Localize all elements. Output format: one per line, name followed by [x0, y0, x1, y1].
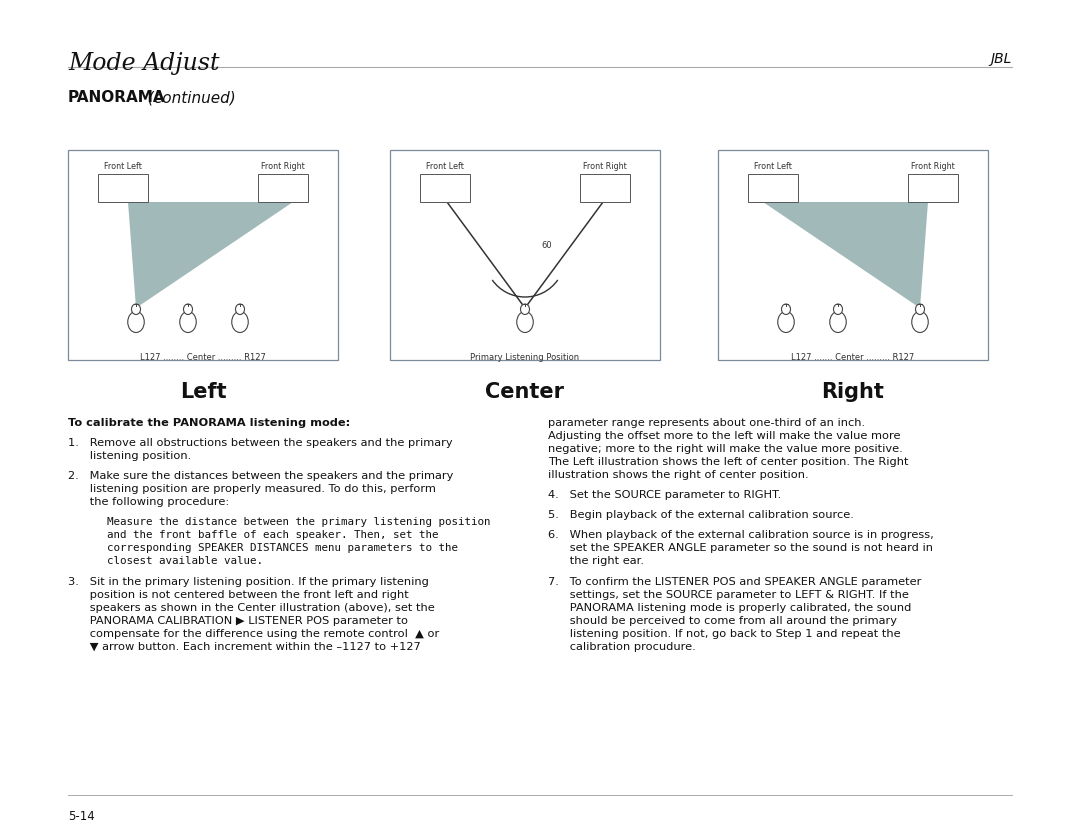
Text: listening position.: listening position. — [68, 451, 191, 461]
Text: parameter range represents about one-third of an inch.: parameter range represents about one-thi… — [548, 418, 865, 428]
Ellipse shape — [521, 304, 529, 314]
Text: PANORAMA: PANORAMA — [68, 90, 165, 105]
Text: corresponding SPEAKER DISTANCES menu parameters to the: corresponding SPEAKER DISTANCES menu par… — [68, 544, 458, 554]
Ellipse shape — [179, 312, 197, 333]
Text: JBL: JBL — [990, 52, 1012, 66]
Text: compensate for the difference using the remote control  ▲ or: compensate for the difference using the … — [68, 629, 440, 639]
Text: Right: Right — [822, 382, 885, 402]
Bar — [718, 150, 988, 360]
Text: set the SPEAKER ANGLE parameter so the sound is not heard in: set the SPEAKER ANGLE parameter so the s… — [548, 544, 933, 554]
Text: Front Left: Front Left — [427, 162, 464, 171]
Text: 5-14: 5-14 — [68, 810, 95, 823]
Text: ▼ arrow button. Each increment within the –1127 to +127: ▼ arrow button. Each increment within th… — [68, 641, 421, 651]
Text: Left: Left — [179, 382, 227, 402]
Ellipse shape — [912, 312, 928, 333]
Ellipse shape — [916, 304, 924, 314]
Bar — [98, 174, 148, 202]
Text: 6.   When playback of the external calibration source is in progress,: 6. When playback of the external calibra… — [548, 530, 934, 540]
Ellipse shape — [516, 312, 534, 333]
Bar — [748, 174, 798, 202]
Ellipse shape — [782, 304, 791, 314]
Text: Front Right: Front Right — [261, 162, 305, 171]
Text: the following procedure:: the following procedure: — [68, 497, 229, 507]
Text: 1.   Remove all obstructions between the speakers and the primary: 1. Remove all obstructions between the s… — [68, 438, 453, 448]
Text: Front Right: Front Right — [912, 162, 955, 171]
Text: 60: 60 — [541, 240, 552, 249]
Text: PANORAMA listening mode is properly calibrated, the sound: PANORAMA listening mode is properly cali… — [548, 603, 912, 613]
Ellipse shape — [235, 304, 244, 314]
Text: and the front baffle of each speaker. Then, set the: and the front baffle of each speaker. Th… — [68, 530, 438, 540]
Text: Mode Adjust: Mode Adjust — [68, 52, 219, 75]
Bar — [258, 174, 308, 202]
Text: 4.   Set the SOURCE parameter to RIGHT.: 4. Set the SOURCE parameter to RIGHT. — [548, 490, 781, 500]
Text: calibration procudure.: calibration procudure. — [548, 641, 696, 651]
Polygon shape — [762, 202, 928, 308]
Text: Front Right: Front Right — [583, 162, 626, 171]
Text: speakers as shown in the Center illustration (above), set the: speakers as shown in the Center illustra… — [68, 603, 435, 613]
Text: (continued): (continued) — [143, 90, 235, 105]
Text: the right ear.: the right ear. — [548, 556, 644, 566]
Text: PANORAMA CALIBRATION ▶ LISTENER POS parameter to: PANORAMA CALIBRATION ▶ LISTENER POS para… — [68, 615, 408, 626]
Ellipse shape — [127, 312, 145, 333]
Bar — [68, 150, 338, 360]
Text: Primary Listening Position: Primary Listening Position — [471, 353, 580, 362]
Bar — [908, 174, 958, 202]
Ellipse shape — [778, 312, 794, 333]
Text: Measure the distance between the primary listening position: Measure the distance between the primary… — [68, 517, 490, 527]
Text: Adjusting the offset more to the left will make the value more: Adjusting the offset more to the left wi… — [548, 431, 901, 441]
Bar — [420, 174, 470, 202]
Text: 7.   To confirm the LISTENER POS and SPEAKER ANGLE parameter: 7. To confirm the LISTENER POS and SPEAK… — [548, 576, 921, 586]
Ellipse shape — [184, 304, 192, 314]
Text: 2.   Make sure the distances between the speakers and the primary: 2. Make sure the distances between the s… — [68, 471, 454, 481]
Text: listening position are properly measured. To do this, perform: listening position are properly measured… — [68, 485, 436, 495]
Bar — [580, 174, 630, 202]
Text: To calibrate the PANORAMA listening mode:: To calibrate the PANORAMA listening mode… — [68, 418, 350, 428]
Text: closest available value.: closest available value. — [68, 556, 264, 566]
Text: listening position. If not, go back to Step 1 and repeat the: listening position. If not, go back to S… — [548, 629, 901, 639]
Ellipse shape — [829, 312, 847, 333]
Text: Front Left: Front Left — [754, 162, 792, 171]
Text: illustration shows the right of center position.: illustration shows the right of center p… — [548, 470, 809, 480]
Text: L127 ........ Center ......... R127: L127 ........ Center ......... R127 — [140, 353, 266, 362]
Ellipse shape — [834, 304, 842, 314]
Text: Center: Center — [486, 382, 565, 402]
Text: Front Left: Front Left — [104, 162, 141, 171]
Text: position is not centered between the front left and right: position is not centered between the fro… — [68, 590, 408, 600]
Text: should be perceived to come from all around the primary: should be perceived to come from all aro… — [548, 615, 897, 626]
Polygon shape — [129, 202, 293, 308]
Text: The Left illustration shows the left of center position. The Right: The Left illustration shows the left of … — [548, 457, 908, 467]
Ellipse shape — [232, 312, 248, 333]
Text: 3.   Sit in the primary listening position. If the primary listening: 3. Sit in the primary listening position… — [68, 576, 429, 586]
Bar — [390, 150, 660, 360]
Ellipse shape — [132, 304, 140, 314]
Text: settings, set the SOURCE parameter to LEFT & RIGHT. If the: settings, set the SOURCE parameter to LE… — [548, 590, 909, 600]
Text: negative; more to the right will make the value more positive.: negative; more to the right will make th… — [548, 444, 903, 454]
Text: 5.   Begin playback of the external calibration source.: 5. Begin playback of the external calibr… — [548, 510, 854, 520]
Text: L127 ....... Center ......... R127: L127 ....... Center ......... R127 — [792, 353, 915, 362]
